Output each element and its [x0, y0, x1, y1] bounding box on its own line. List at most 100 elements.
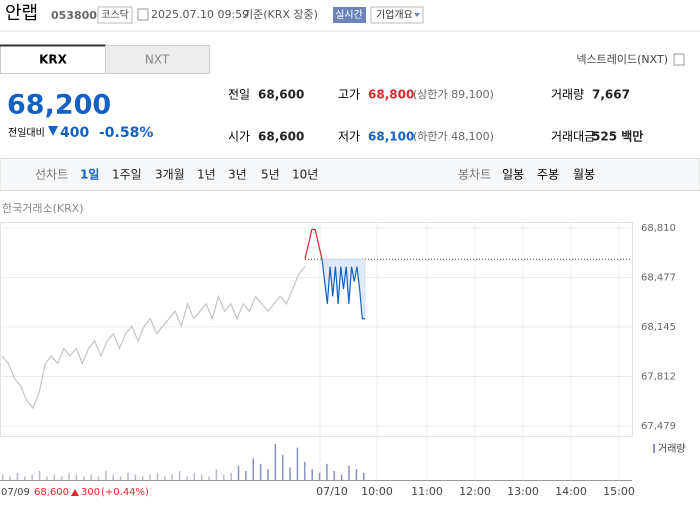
volume-bar	[60, 476, 63, 480]
up-arrow	[71, 489, 79, 496]
stat-value: 68,800	[368, 88, 414, 102]
volume-bar	[252, 458, 254, 480]
change-label: 전일대비	[8, 127, 45, 139]
y-tick-label: 67,479	[641, 421, 676, 432]
prev-date: 07/09	[1, 487, 30, 498]
volume-bar	[200, 474, 203, 480]
volume-bar	[2, 474, 4, 480]
period-label: 선차트	[35, 168, 68, 182]
volume-bar	[326, 463, 328, 480]
tab-label[interactable]: NXT	[145, 53, 170, 67]
company[interactable]: 기업개요	[376, 8, 413, 21]
stat-note: (상한가 89,100)	[413, 88, 494, 101]
volume-bar	[223, 474, 225, 480]
volume-bar	[90, 474, 92, 480]
price-line	[1, 266, 306, 410]
volume-bar	[208, 476, 210, 480]
plot-frame	[0, 222, 633, 437]
volume-bar	[193, 472, 196, 480]
volume-bar	[355, 469, 358, 480]
volume-bar	[230, 472, 232, 480]
y-tick-label: 68,477	[641, 273, 676, 284]
x-tick-label: 07/10	[316, 485, 348, 498]
volume-bar	[348, 465, 350, 480]
tab[interactable]	[105, 45, 210, 74]
volume-bar	[186, 476, 188, 480]
period-item[interactable]: 10년	[292, 168, 318, 182]
stat-label: 시가	[228, 130, 250, 144]
volume-bar	[215, 469, 218, 480]
legend-swatch	[653, 444, 655, 453]
volume-bar	[105, 471, 107, 480]
stat-value: 68,100	[368, 130, 414, 144]
realtime: 실시간	[335, 9, 363, 21]
stat-label: 전일	[228, 88, 250, 102]
period-item[interactable]: 1년	[197, 168, 216, 182]
down-arrow	[48, 126, 58, 136]
stat-value: 68,600	[258, 88, 304, 102]
stat-label: 저가	[338, 130, 360, 144]
period-bar	[0, 158, 700, 191]
company-button[interactable]	[370, 6, 424, 24]
volume-bar	[156, 472, 159, 480]
volume-bar	[68, 472, 70, 480]
volume-bar	[363, 472, 365, 480]
period-item[interactable]: 일봉	[502, 168, 524, 182]
nxt-link[interactable]: 넥스트레이드(NXT)	[576, 53, 668, 66]
price-line	[304, 228, 323, 260]
period-label: 봉차트	[458, 168, 491, 182]
volume-bar	[259, 463, 262, 480]
volume-bar	[97, 476, 100, 480]
tab-label[interactable]: KRX	[39, 53, 68, 67]
y-tick-label: 68,145	[641, 322, 676, 333]
volume-bar	[141, 476, 144, 480]
x-tick-label: 11:00	[411, 485, 443, 498]
volume-bar	[304, 462, 306, 480]
volume-bar	[281, 454, 284, 480]
prev-change-pct: (+0.44%)	[101, 487, 149, 498]
x-tick-label: 14:00	[555, 485, 587, 498]
period-item[interactable]: 주봉	[537, 168, 559, 182]
volume-bar	[171, 474, 173, 480]
volume-bar	[274, 444, 277, 480]
stat-label: 거래대금	[551, 130, 595, 144]
stock-code: 053800	[51, 9, 97, 22]
price-line	[321, 259, 365, 320]
market-badge	[97, 6, 133, 24]
volume-bar	[333, 471, 336, 480]
change: 400	[60, 125, 89, 141]
volume-bar	[149, 474, 151, 480]
stat-label: 거래량	[551, 88, 584, 102]
period-item[interactable]: 3개월	[155, 168, 185, 182]
market: 코스닥	[101, 9, 129, 21]
x-tick-label: 12:00	[459, 485, 491, 498]
period-item[interactable]: 3년	[228, 168, 247, 182]
help-icon[interactable]	[673, 53, 685, 66]
period-item[interactable]: 1일	[80, 168, 99, 182]
period-item[interactable]: 1주일	[112, 168, 142, 182]
x-tick-label: 10:00	[361, 485, 393, 498]
volume-bar	[318, 472, 321, 480]
period-item[interactable]: 월봉	[573, 168, 595, 182]
legend-label: 거래량	[658, 443, 686, 455]
period-item[interactable]: 5년	[261, 168, 280, 182]
basis: 기준(KRX 장중)	[243, 8, 318, 21]
stat-value: 7,667	[592, 88, 630, 102]
volume-bar	[75, 474, 78, 480]
volume-bar	[237, 465, 240, 480]
volume-bar	[46, 476, 48, 480]
stat-value: 525 백만	[592, 129, 643, 144]
volume-bar	[340, 474, 343, 480]
y-tick-label: 68,810	[641, 223, 676, 234]
volume-bar	[83, 476, 85, 480]
volume-bar	[311, 469, 313, 480]
volume-bar	[24, 476, 26, 480]
volume-bar	[296, 447, 299, 480]
datetime: 2025.07.10 09:59	[151, 8, 249, 21]
volume-bar	[9, 476, 11, 480]
volume-bar	[16, 472, 19, 480]
volume-bar	[119, 476, 122, 480]
volume-bar	[267, 469, 269, 480]
